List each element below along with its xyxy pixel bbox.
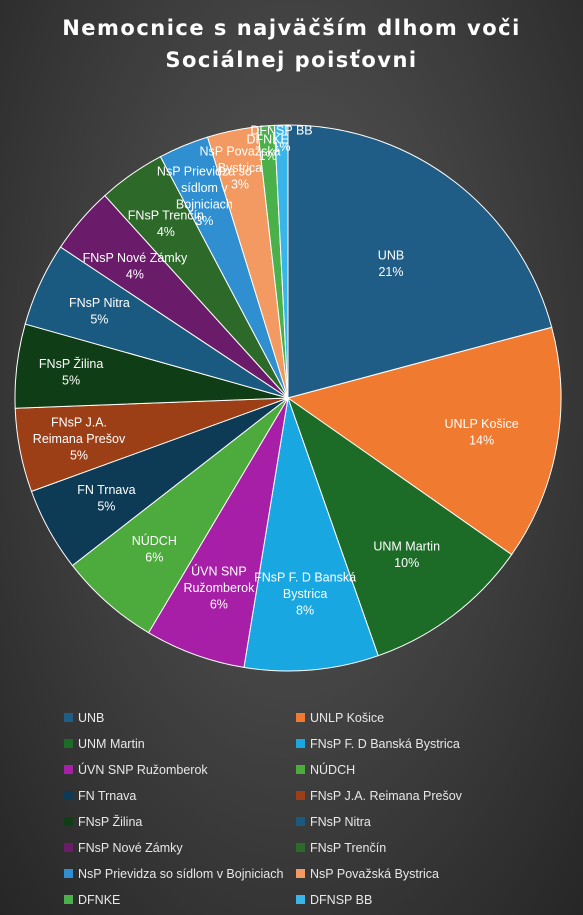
slice-label: FNsP Nové Zámky 4% [83, 251, 188, 282]
legend-swatch [64, 843, 73, 852]
legend-label: FNsP Trenčín [310, 840, 387, 855]
legend: UNB UNLP Košice UNM Martin FNsP F. D Banská… [64, 710, 534, 907]
legend-item: FNsP F. D Banská Bystrica [296, 736, 528, 751]
slice-label: FNsP F. D Banská Bystrica 8% [254, 570, 356, 617]
legend-swatch [296, 843, 305, 852]
legend-label: UNLP Košice [310, 710, 385, 725]
legend-item: FNsP Žilina [64, 814, 296, 829]
pie-slice [273, 124, 289, 399]
legend-label: UNB [78, 710, 105, 725]
legend-label: NÚDCH [310, 762, 356, 777]
pie-slice [286, 326, 562, 556]
legend-item: FNsP Nové Zámky [64, 840, 296, 855]
legend-item: DFNKE [64, 892, 296, 907]
legend-label: NsP Považská Bystrica [310, 866, 439, 881]
slice-label: FNsP Trenčín 4% [128, 208, 204, 239]
legend-swatch [296, 817, 305, 826]
legend-label: FNsP Žilina [78, 814, 143, 829]
legend-label: ÚVN SNP Ružomberok [78, 762, 208, 777]
slice-label: NsP Prievidza so sídlom v Bojniciach 3% [157, 165, 252, 229]
legend-label: DFNKE [78, 892, 121, 907]
legend-swatch [296, 895, 305, 904]
legend-label: UNM Martin [78, 736, 145, 751]
legend-swatch [64, 791, 73, 800]
legend-label: FN Trnava [78, 788, 137, 803]
legend-item: UNB [64, 710, 296, 725]
slice-label: FNsP Žilina 5% [39, 356, 103, 388]
legend-item: FNsP Trenčín [296, 840, 528, 855]
legend-swatch [64, 765, 73, 774]
slice-label: DFNSP BB 1% [250, 124, 312, 155]
legend-item: FNsP Nitra [296, 814, 528, 829]
slice-label: UNB 21% [378, 249, 404, 280]
legend-swatch [64, 713, 73, 722]
legend-item: ÚVN SNP Ružomberok [64, 762, 296, 777]
legend-label: NsP Prievidza so sídlom v Bojniciach [78, 866, 284, 881]
legend-label: DFNSP BB [310, 892, 373, 907]
slice-label: FNsP J.A. Reimana Prešov 5% [33, 415, 126, 462]
slice-label: FN Trnava 5% [77, 483, 135, 513]
slice-label: ÚVN SNP Ružomberok 6% [183, 563, 255, 611]
legend-item: UNLP Košice [296, 710, 528, 725]
slice-label: NsP Považská Bystrica 3% [199, 145, 280, 192]
legend-swatch [296, 713, 305, 722]
legend-swatch [64, 817, 73, 826]
legend-swatch [64, 739, 73, 748]
legend-swatch [64, 869, 73, 878]
legend-label: FNsP Nitra [310, 814, 371, 829]
pie-chart: UNB 21% UNLP Košice 14% UNM Martin 10% FNsP F.… [14, 124, 562, 672]
legend-label: FNsP Nové Zámky [78, 840, 183, 855]
legend-item: NÚDCH [296, 762, 528, 777]
pie-slice [287, 124, 553, 399]
slice-label: FNsP Nitra 5% [69, 296, 130, 327]
legend-label: FNsP F. D Banská Bystrica [310, 736, 460, 751]
legend-item: DFNSP BB [296, 892, 528, 907]
slice-label: NÚDCH 6% [132, 533, 177, 565]
slice-label: DFNKE 1% [247, 132, 289, 163]
legend-swatch [296, 791, 305, 800]
legend-item: FNsP J.A. Reimana Prešov [296, 788, 528, 803]
legend-swatch [296, 869, 305, 878]
legend-item: FN Trnava [64, 788, 296, 803]
legend-swatch [64, 895, 73, 904]
slice-label: UNLP Košice 14% [445, 417, 519, 448]
legend-swatch [296, 739, 305, 748]
legend-label: FNsP J.A. Reimana Prešov [310, 788, 462, 803]
chart-title: Nemocnice s najväčším dlhom voči Sociáln… [62, 16, 521, 72]
pie-slice [287, 396, 513, 657]
legend-item: NsP Prievidza so sídlom v Bojniciach [64, 866, 296, 881]
legend-item: NsP Považská Bystrica [296, 866, 528, 881]
slice-label: UNM Martin 10% [373, 539, 440, 570]
legend-item: UNM Martin [64, 736, 296, 751]
legend-swatch [296, 765, 305, 774]
pie-slice [243, 397, 379, 672]
